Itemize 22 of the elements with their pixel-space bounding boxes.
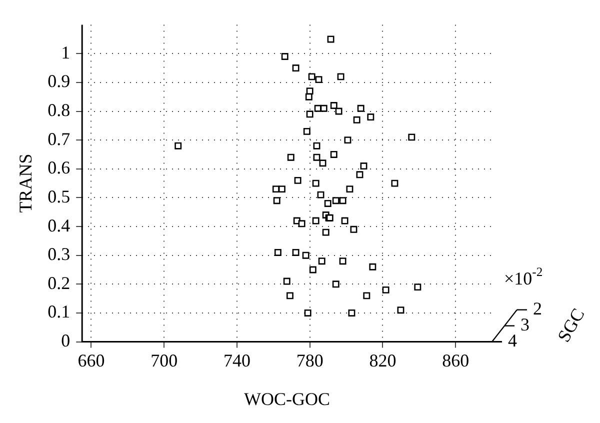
x-tick-label: 740: [223, 350, 250, 370]
x-tick-label: 700: [150, 350, 178, 370]
x-tick-label: 780: [296, 350, 324, 370]
x-axis-title: WOC-GOC: [244, 388, 330, 409]
y-tick-label: 0.2: [48, 272, 70, 293]
x-tick-label: 860: [442, 350, 470, 370]
text: 2: [533, 298, 542, 319]
y-tick-label: 0.9: [48, 71, 70, 92]
x-tick-label: 660: [78, 350, 105, 370]
y-tick-label: 0.5: [48, 186, 70, 206]
y-tick-label: 1: [61, 42, 70, 62]
y-tick-label: 0.8: [48, 100, 70, 120]
text: 4: [508, 330, 517, 351]
y-axis-title: TRANS: [16, 154, 36, 213]
y-tick-label: 0.6: [48, 158, 70, 178]
x-tick-label: 820: [369, 350, 396, 370]
y-tick-label: 0.1: [48, 302, 70, 322]
y-tick-label: 0.7: [48, 128, 70, 149]
y-tick-label: 0.3: [48, 244, 70, 264]
y-tick-label: 0.4: [48, 215, 70, 236]
y-tick-label: 0: [61, 330, 70, 351]
text: 3: [520, 314, 530, 335]
